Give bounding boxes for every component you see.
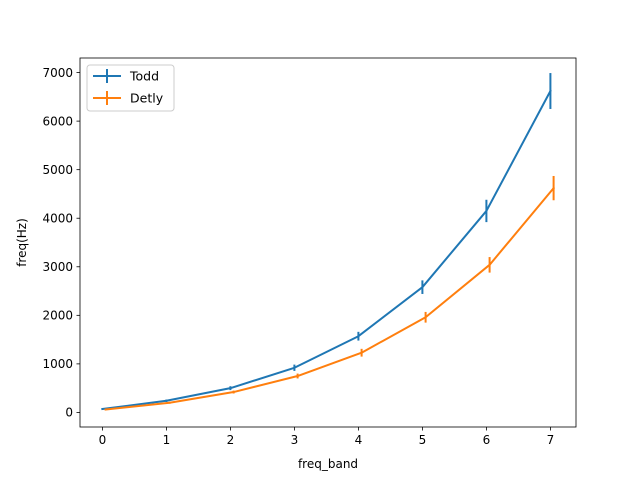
legend: Todd Detly (86, 64, 175, 112)
axes-frame (79, 57, 577, 428)
y-tick-label: 3000 (42, 260, 73, 274)
y-tick-label: 6000 (42, 114, 73, 128)
legend-label: Todd (129, 69, 159, 84)
x-tick-label: 4 (355, 433, 363, 447)
x-tick-label: 1 (163, 433, 171, 447)
series-line-todd (101, 89, 552, 411)
legend-entry-detly: Detly (93, 91, 164, 106)
series-detly (104, 175, 556, 411)
x-tick-label: 2 (227, 433, 235, 447)
legend-entry-todd: Todd (93, 69, 159, 84)
y-tick-label: 4000 (42, 212, 73, 226)
x-tick-label: 7 (547, 433, 555, 447)
series-line-detly (104, 186, 556, 411)
plot-area (101, 73, 556, 411)
legend-label: Detly (130, 91, 164, 106)
series-todd (101, 73, 552, 411)
x-axis-label: freq_band (298, 457, 358, 471)
y-tick-label: 0 (65, 406, 73, 420)
y-tick-label: 1000 (42, 357, 73, 371)
y-tick-label: 7000 (42, 66, 73, 80)
axes: 0 1 2 3 4 5 6 7 0 1000 2000 3000 4000 5000 6000 7000 fre… (15, 57, 577, 471)
x-tick-label: 6 (483, 433, 491, 447)
x-tick-label: 0 (99, 433, 107, 447)
x-tick-label: 3 (291, 433, 299, 447)
y-axis-label: freq(Hz) (15, 218, 29, 267)
y-tick-label: 2000 (42, 309, 73, 323)
x-tick-label: 5 (419, 433, 427, 447)
y-tick-label: 5000 (42, 163, 73, 177)
